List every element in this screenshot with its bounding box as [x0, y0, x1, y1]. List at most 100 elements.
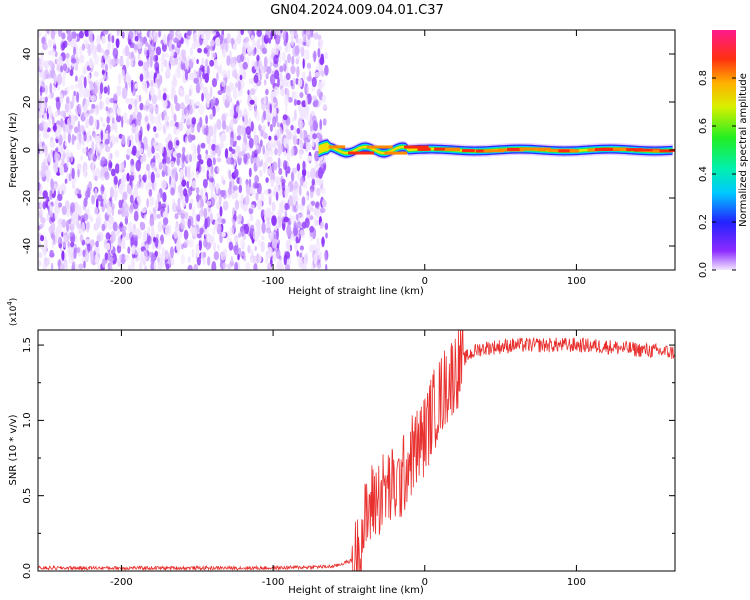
heatmap-cell	[240, 126, 246, 137]
heatmap-cell	[258, 169, 263, 177]
heatmap-cell	[274, 46, 279, 56]
heatmap-cell	[195, 82, 201, 94]
heatmap-cell	[59, 263, 65, 270]
heatmap-cell	[229, 137, 234, 147]
heatmap-cell	[243, 254, 247, 262]
heatmap-cell	[116, 244, 122, 254]
heatmap-cell	[290, 146, 295, 157]
heatmap-cell	[205, 114, 209, 125]
heatmap-cell	[249, 88, 256, 96]
heatmap-cell	[277, 76, 280, 88]
heatmap-cell	[316, 187, 321, 197]
heatmap-cell	[184, 68, 189, 81]
heatmap-cell	[319, 57, 325, 66]
heatmap-cell	[260, 129, 264, 137]
heatmap-cell	[121, 31, 125, 39]
heatmap-cell	[120, 176, 126, 186]
heatmap-cell	[219, 134, 224, 143]
heatmap-cell	[283, 216, 290, 223]
heatmap-cell	[174, 222, 180, 233]
heatmap-cell	[250, 121, 254, 132]
signal-peak	[366, 145, 393, 149]
heatmap-cell	[38, 132, 41, 139]
heatmap-cell	[187, 133, 193, 143]
heatmap-cell	[290, 124, 294, 131]
heatmap-cell	[105, 232, 111, 240]
heatmap-cell	[149, 70, 155, 79]
heatmap-cell	[196, 59, 199, 64]
heatmap-cell	[309, 188, 314, 199]
heatmap-cell	[239, 74, 243, 81]
heatmap-cell	[276, 263, 279, 270]
heatmap-cell	[147, 169, 151, 181]
heatmap-cell	[101, 185, 105, 192]
heatmap-cell	[83, 166, 87, 179]
heatmap-cell	[170, 103, 174, 114]
heatmap-cell	[291, 55, 295, 66]
heatmap-cell	[315, 241, 321, 251]
heatmap-cell	[95, 221, 99, 230]
heatmap-cell	[107, 218, 113, 231]
heatmap-cell	[275, 248, 281, 260]
heatmap-cell	[78, 30, 84, 39]
heatmap-cell	[224, 42, 230, 50]
heatmap-cell	[134, 245, 138, 256]
heatmap-cell	[101, 223, 106, 232]
heatmap-cell	[233, 244, 239, 256]
heatmap-cell	[122, 191, 128, 201]
heatmap-cell	[270, 138, 274, 148]
heatmap-cell	[234, 261, 239, 270]
heatmap-cell	[85, 190, 89, 201]
heatmap-cell	[267, 188, 272, 194]
heatmap-cell	[39, 85, 43, 97]
heatmap-cell	[101, 69, 105, 75]
heatmap-cell	[59, 93, 64, 104]
heatmap-cell	[52, 124, 57, 132]
heatmap-cell	[146, 198, 149, 208]
heatmap-cell	[100, 143, 104, 150]
heatmap-cell	[253, 95, 258, 108]
heatmap-cell	[196, 214, 201, 222]
heatmap-cell	[263, 95, 267, 105]
heatmap-cell	[312, 133, 317, 140]
heatmap-cell	[249, 204, 255, 210]
heatmap-cell	[296, 99, 301, 106]
heatmap-cell	[118, 199, 123, 209]
heatmap-cell	[100, 130, 104, 141]
heatmap-cell	[196, 256, 201, 266]
heatmap-cell	[49, 109, 53, 120]
heatmap-cell	[189, 154, 193, 163]
heatmap-cell	[229, 226, 234, 236]
heatmap-cell	[238, 150, 242, 159]
heatmap-cell	[302, 58, 305, 69]
heatmap-cell	[47, 152, 53, 163]
heatmap-cell	[231, 192, 237, 200]
heatmap-cell	[244, 114, 249, 125]
heatmap-cell	[211, 261, 217, 270]
heatmap-cell	[162, 217, 169, 226]
heatmap-cell	[131, 138, 134, 148]
heatmap-cell	[267, 262, 272, 270]
heatmap-cell	[216, 166, 220, 173]
heatmap-cell	[135, 228, 140, 237]
heatmap-cell	[205, 58, 209, 67]
heatmap-cell	[242, 69, 247, 80]
heatmap-cell	[69, 84, 75, 91]
heatmap-cell	[53, 168, 58, 174]
heatmap-cell	[299, 245, 304, 251]
heatmap-cell	[272, 161, 278, 171]
heatmap-cell	[79, 124, 85, 133]
heatmap-cell	[312, 95, 317, 101]
heatmap-cell	[49, 249, 54, 256]
heatmap-cell	[85, 135, 91, 144]
heatmap-cell	[313, 216, 317, 226]
heatmap-cell	[170, 160, 175, 168]
heatmap-cell	[164, 225, 169, 237]
heatmap-cell	[38, 181, 41, 192]
heatmap-cell	[88, 115, 94, 126]
heatmap-cell	[90, 39, 95, 51]
heatmap-cell	[252, 49, 256, 57]
heatmap-cell	[110, 126, 114, 132]
heatmap-cell	[317, 47, 321, 58]
heatmap-cell	[135, 159, 141, 172]
